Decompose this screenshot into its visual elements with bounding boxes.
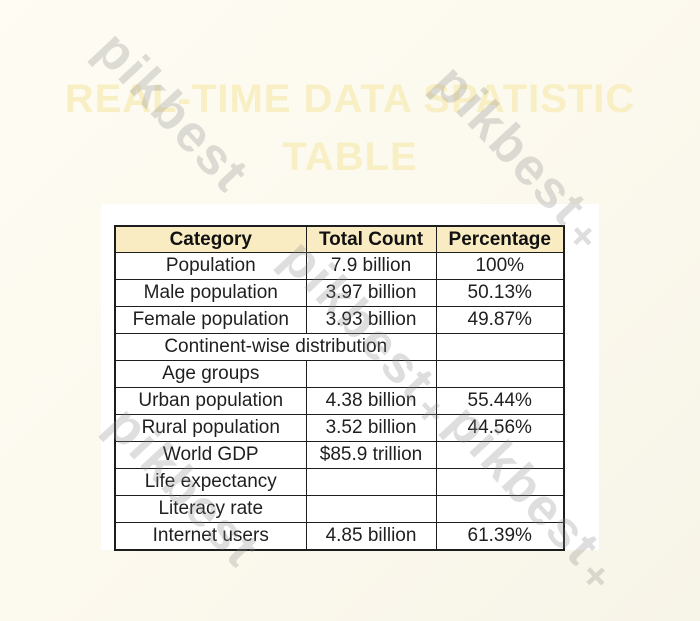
total-count-cell: [305, 360, 437, 388]
percentage-cell: 100%: [435, 252, 565, 280]
total-count-cell: 7.9 billion: [305, 252, 437, 280]
percentage-cell: [435, 360, 565, 388]
plus-icon: +: [570, 551, 623, 603]
page-title-line1: REAL-TIME DATA SPATISTIC: [64, 77, 636, 121]
table-row: Rural population 3.52 billion 44.56%: [114, 414, 565, 442]
percentage-cell: 49.87%: [435, 306, 565, 334]
table-row: Continent-wise distribution: [114, 333, 565, 361]
table-header-row: Category Total Count Percentage: [114, 225, 565, 253]
percentage-cell: 50.13%: [435, 279, 565, 307]
total-count-cell: 3.97 billion: [305, 279, 437, 307]
category-cell: Continent-wise distribution: [114, 333, 437, 361]
total-count-cell: 3.93 billion: [305, 306, 437, 334]
page-title: REAL-TIME DATA SPATISTIC TABLE: [0, 70, 700, 186]
percentage-cell: [435, 333, 565, 361]
column-header-total-count: Total Count: [305, 225, 437, 253]
statistics-table: Category Total Count Percentage Populati…: [114, 225, 565, 551]
total-count-cell: 4.85 billion: [305, 522, 437, 551]
percentage-cell: 55.44%: [435, 387, 565, 415]
category-cell: Male population: [114, 279, 307, 307]
table-row: Internet users 4.85 billion 61.39%: [114, 522, 565, 551]
table-row: Life expectancy: [114, 468, 565, 496]
category-cell: Rural population: [114, 414, 307, 442]
table-row: Population 7.9 billion 100%: [114, 252, 565, 280]
table-row: Male population 3.97 billion 50.13%: [114, 279, 565, 307]
category-cell: Internet users: [114, 522, 307, 551]
total-count-cell: [305, 468, 437, 496]
category-cell: Literacy rate: [114, 495, 307, 523]
table-row: Literacy rate: [114, 495, 565, 523]
total-count-cell: 4.38 billion: [305, 387, 437, 415]
table-body: Population 7.9 billion 100% Male population…: [114, 252, 565, 551]
table-row: Urban population 4.38 billion 55.44%: [114, 387, 565, 415]
percentage-cell: [435, 441, 565, 469]
category-cell: Population: [114, 252, 307, 280]
total-count-cell: 3.52 billion: [305, 414, 437, 442]
percentage-cell: [435, 495, 565, 523]
total-count-cell: $85.9 trillion: [305, 441, 437, 469]
page-title-line2: TABLE: [282, 135, 418, 179]
column-header-percentage: Percentage: [435, 225, 565, 253]
total-count-cell: [305, 495, 437, 523]
table-row: Female population 3.93 billion 49.87%: [114, 306, 565, 334]
category-cell: World GDP: [114, 441, 307, 469]
category-cell: Urban population: [114, 387, 307, 415]
table-row: World GDP $85.9 trillion: [114, 441, 565, 469]
table-row: Age groups: [114, 360, 565, 388]
percentage-cell: 61.39%: [435, 522, 565, 551]
percentage-cell: 44.56%: [435, 414, 565, 442]
column-header-category: Category: [114, 225, 307, 253]
category-cell: Age groups: [114, 360, 307, 388]
category-cell: Life expectancy: [114, 468, 307, 496]
category-cell: Female population: [114, 306, 307, 334]
percentage-cell: [435, 468, 565, 496]
